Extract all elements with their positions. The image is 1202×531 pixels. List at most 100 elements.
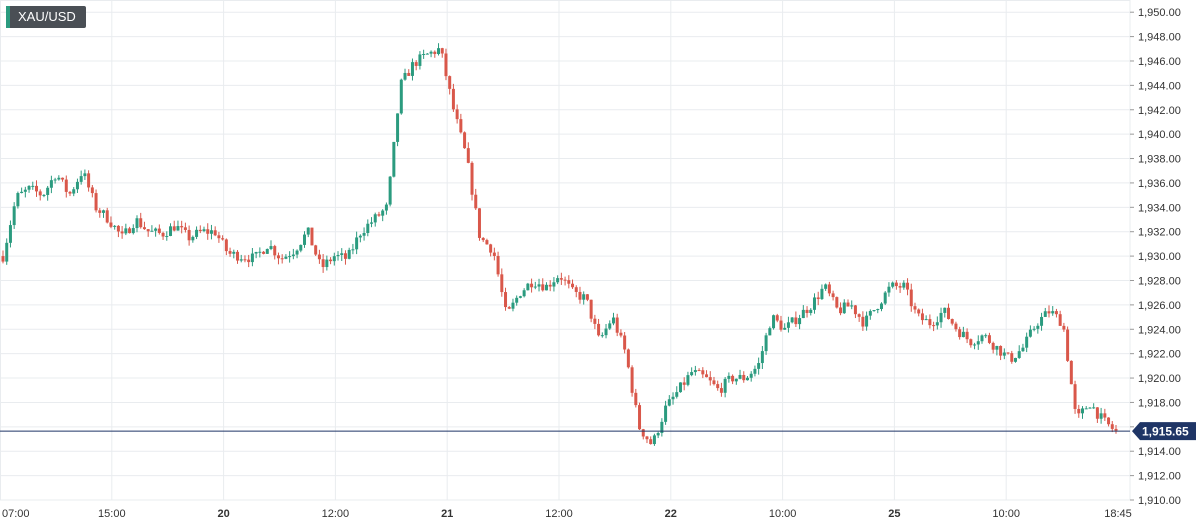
candle-body — [407, 72, 411, 76]
candle-body — [306, 227, 310, 235]
candle-body — [987, 335, 991, 343]
candle-body — [541, 284, 545, 291]
candle-body — [675, 392, 679, 397]
candle-body — [705, 374, 709, 378]
y-tick-label: 1,930.00 — [1138, 251, 1181, 263]
candle-body — [291, 254, 295, 257]
candle-body — [868, 311, 872, 316]
candle-body — [965, 331, 969, 340]
candle-body — [16, 193, 20, 207]
candle-body — [1054, 311, 1058, 315]
candle-body — [437, 48, 441, 55]
candle-body — [254, 251, 258, 254]
plot-frame — [0, 0, 1131, 501]
candle-body — [954, 323, 958, 330]
candle-body — [753, 368, 757, 374]
y-tick-label: 1,918.00 — [1138, 397, 1181, 409]
candle-body — [273, 246, 277, 256]
candle-body — [630, 367, 634, 393]
candle-body — [49, 180, 53, 188]
candle-body — [652, 435, 656, 445]
candle-body — [64, 179, 68, 192]
symbol-badge[interactable]: XAU/USD — [6, 6, 86, 28]
y-tick-label: 1,928.00 — [1138, 275, 1181, 287]
last-price-label: 1,915.65 — [1142, 425, 1189, 439]
candle-body — [165, 235, 169, 237]
candle-body — [477, 208, 481, 238]
candle-body — [641, 429, 645, 437]
candle-body — [842, 302, 846, 314]
candle-body — [783, 327, 787, 330]
candle-body — [794, 317, 798, 325]
candle-body — [102, 210, 106, 213]
candle-body — [209, 230, 213, 234]
candle-body — [5, 242, 9, 262]
candle-body — [731, 375, 735, 382]
x-tick-label: 12:00 — [545, 508, 573, 520]
candle-body — [176, 226, 180, 231]
candle-body — [976, 341, 980, 345]
candle-body — [321, 259, 325, 268]
last-price-badge: 1,915.65 — [1132, 422, 1196, 441]
candle-body — [578, 291, 582, 300]
candle-body — [1028, 329, 1032, 337]
candle-body — [749, 373, 753, 378]
candle-body — [645, 436, 649, 440]
candle-body — [660, 421, 664, 434]
candle-body — [20, 191, 24, 194]
candle-body — [265, 248, 269, 254]
candle-body — [195, 229, 199, 237]
candle-body — [742, 374, 746, 381]
candle-body — [853, 305, 857, 315]
candle-body — [857, 314, 861, 317]
candle-body — [1, 256, 5, 262]
candle-body — [984, 335, 988, 337]
candle-body — [459, 119, 463, 133]
x-tick-label: 10:00 — [769, 508, 797, 520]
candle-body — [1114, 428, 1118, 431]
candle-body — [790, 317, 794, 323]
x-tick-label: 10:00 — [992, 508, 1020, 520]
candle-body — [336, 254, 340, 257]
candle-body — [295, 250, 299, 255]
candle-body — [548, 284, 552, 287]
candle-body — [511, 302, 515, 309]
candle-body — [611, 317, 615, 324]
candle-body — [1077, 408, 1081, 414]
y-tick-label: 1,948.00 — [1138, 32, 1181, 44]
candle-body — [879, 303, 883, 310]
candle-body — [678, 382, 682, 393]
candle-body — [358, 235, 362, 238]
candle-body — [224, 239, 228, 252]
candle-body — [831, 293, 835, 298]
candle-body — [314, 245, 318, 255]
candle-body — [1103, 413, 1107, 418]
candle-body — [128, 228, 132, 234]
candle-body — [1099, 413, 1103, 419]
x-tick-label: 15:00 — [98, 508, 126, 520]
candle-body — [664, 405, 668, 422]
candle-body — [27, 185, 31, 190]
candle-body — [969, 339, 973, 346]
candle-body — [924, 319, 928, 321]
candle-body — [392, 141, 396, 177]
candle-body — [8, 225, 12, 243]
candle-body — [347, 249, 351, 259]
candle-body — [355, 237, 359, 250]
candle-body — [1095, 407, 1099, 419]
candle-body — [894, 282, 898, 287]
candle-body — [258, 251, 262, 253]
x-tick-label: 12:00 — [322, 508, 350, 520]
candle-body — [574, 287, 578, 292]
candle-body — [526, 283, 530, 291]
candle-body — [455, 109, 459, 120]
y-tick-label: 1,940.00 — [1138, 129, 1181, 141]
candle-body — [634, 392, 638, 406]
candle-body — [593, 318, 597, 324]
candle-body — [649, 439, 653, 445]
y-tick-label: 1,936.00 — [1138, 178, 1181, 190]
candle-body — [1040, 316, 1044, 326]
candle-body — [38, 191, 42, 196]
candle-body — [429, 51, 433, 54]
